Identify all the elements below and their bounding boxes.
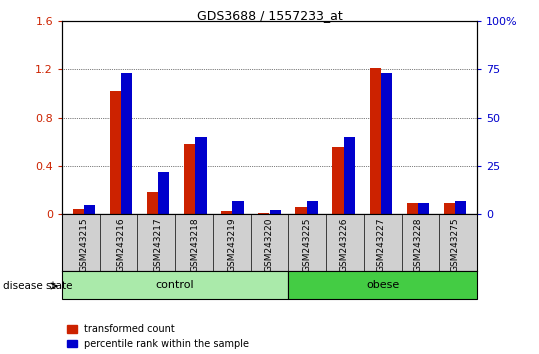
Bar [222, 211, 232, 214]
Bar [270, 210, 281, 214]
Text: GSM243227: GSM243227 [376, 217, 385, 272]
Bar [195, 137, 206, 214]
Bar [418, 202, 429, 214]
Bar [381, 73, 392, 214]
Bar [147, 193, 158, 214]
Bar [295, 207, 307, 214]
Text: GSM243215: GSM243215 [80, 217, 89, 272]
Text: GSM243228: GSM243228 [413, 217, 422, 272]
Bar [370, 68, 381, 214]
Bar [73, 209, 84, 214]
Bar [258, 213, 270, 214]
Text: GSM243217: GSM243217 [154, 217, 163, 272]
Bar [406, 203, 418, 214]
Bar [444, 203, 455, 214]
Text: control: control [156, 280, 195, 290]
Bar [110, 91, 121, 214]
Bar [232, 201, 244, 214]
Text: obese: obese [366, 280, 399, 290]
Bar [121, 73, 133, 214]
Bar [158, 172, 169, 214]
Text: disease state: disease state [3, 281, 72, 291]
Bar [307, 201, 317, 214]
Text: GSM243220: GSM243220 [265, 217, 274, 272]
Text: GSM243275: GSM243275 [450, 217, 459, 272]
Bar [344, 137, 355, 214]
Legend: transformed count, percentile rank within the sample: transformed count, percentile rank withi… [67, 324, 250, 349]
Text: GSM243219: GSM243219 [228, 217, 237, 272]
Bar [84, 205, 95, 214]
Text: GSM243216: GSM243216 [117, 217, 126, 272]
Bar [288, 271, 477, 299]
Text: GSM243225: GSM243225 [302, 217, 311, 272]
Bar [184, 144, 195, 214]
Text: GSM243226: GSM243226 [339, 217, 348, 272]
Bar [455, 201, 466, 214]
Text: GSM243218: GSM243218 [191, 217, 200, 272]
Text: GDS3688 / 1557233_at: GDS3688 / 1557233_at [197, 9, 342, 22]
Bar [333, 147, 343, 214]
Bar [62, 271, 288, 299]
